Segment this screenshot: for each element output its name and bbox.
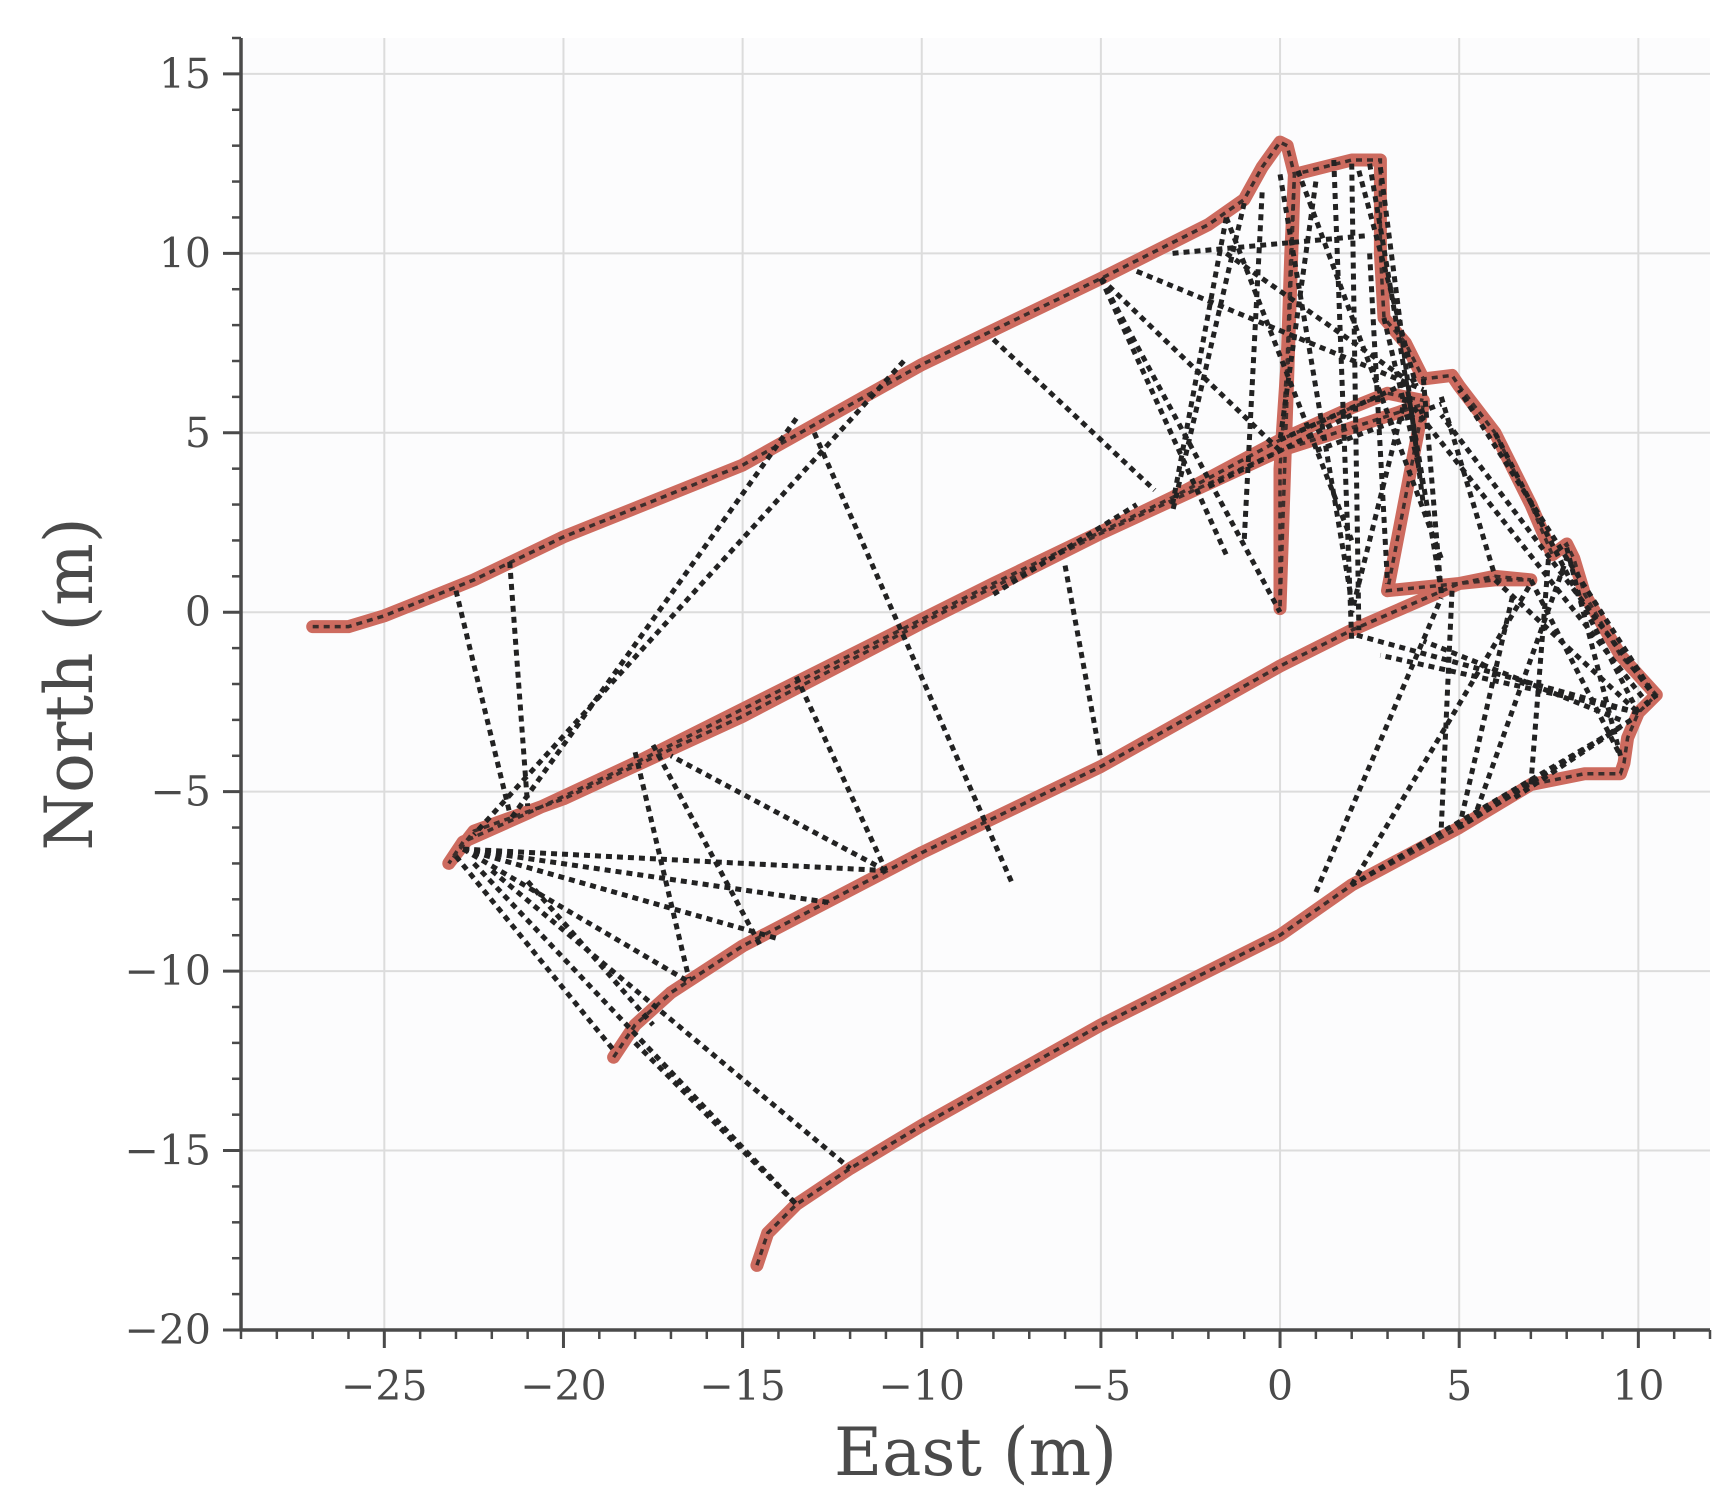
connection-line — [1099, 276, 1282, 453]
connection-line — [650, 743, 763, 948]
connection-line — [1241, 192, 1265, 541]
connection-line — [1474, 557, 1570, 811]
connection-line — [1349, 396, 1408, 613]
connection-lines — [453, 159, 1659, 1207]
connection-line — [1315, 401, 1443, 454]
x-tick-label: −5 — [1071, 1362, 1131, 1410]
connection-line — [633, 1041, 799, 1207]
trajectory-series — [306, 135, 1663, 1272]
connection-line — [454, 854, 616, 1052]
plot-background — [241, 38, 1710, 1330]
trajectory-estimate-line-2 — [447, 391, 1532, 1059]
connection-line — [472, 359, 906, 837]
x-tick-label: −20 — [520, 1362, 607, 1410]
x-tick-label: −25 — [341, 1362, 428, 1410]
connection-line — [490, 868, 852, 1171]
connection-line — [1279, 376, 1418, 443]
connection-line — [525, 879, 655, 1027]
connection-line — [1349, 582, 1534, 887]
connection-line — [632, 751, 692, 979]
connection-line — [811, 431, 1014, 883]
connection-line — [1422, 638, 1622, 723]
axes — [223, 36, 1712, 1348]
y-tick-label: −20 — [124, 1306, 211, 1354]
y-tick-label: −15 — [124, 1127, 211, 1175]
x-tick-label: 5 — [1446, 1362, 1472, 1410]
trajectory-estimate-line-1 — [312, 139, 1659, 1266]
connection-line — [1331, 159, 1355, 642]
x-tick-label: −10 — [878, 1362, 965, 1410]
connection-line — [1135, 268, 1425, 393]
connection-line — [991, 337, 1157, 493]
connection-line — [453, 590, 513, 814]
y-axis-label: North (m) — [31, 517, 108, 850]
connection-line — [1098, 277, 1283, 614]
connection-line — [1438, 396, 1498, 578]
connection-line — [1170, 216, 1229, 506]
connection-line — [1367, 253, 1391, 584]
connection-line — [1492, 431, 1641, 714]
y-tick-label: −5 — [151, 768, 211, 816]
connection-line — [1381, 317, 1426, 488]
connection-line — [1420, 378, 1444, 595]
y-tick-label: −10 — [124, 947, 211, 995]
y-tick-label: 5 — [185, 409, 211, 457]
connection-line — [462, 846, 833, 906]
connection-line — [1223, 216, 1355, 542]
connection-line — [1528, 554, 1552, 785]
x-tick-label: −15 — [699, 1362, 786, 1410]
connection-line — [1456, 593, 1516, 829]
connection-line — [1295, 169, 1444, 560]
connection-line — [507, 416, 799, 822]
y-tick-labels: −20 −15 −10 −5 0 5 10 15 — [124, 50, 211, 1354]
connection-line — [1356, 170, 1419, 387]
connection-line — [463, 846, 887, 874]
connection-line — [669, 753, 888, 873]
connection-line — [1379, 652, 1639, 716]
connection-line — [1224, 251, 1407, 381]
connection-line — [507, 561, 531, 807]
x-tick-label: 0 — [1267, 1362, 1293, 1410]
connection-line — [472, 861, 799, 1207]
connection-line — [794, 675, 889, 872]
connection-line — [1349, 163, 1362, 631]
connection-line — [1564, 546, 1623, 757]
y-tick-label: 10 — [159, 229, 211, 277]
connection-line — [1439, 413, 1659, 700]
connection-line — [1313, 596, 1444, 894]
y-tick-label: 0 — [185, 588, 211, 636]
connection-line — [1170, 202, 1247, 513]
y-tick-label: 15 — [159, 50, 211, 98]
connection-line — [1207, 412, 1353, 489]
x-axis-label: East (m) — [834, 1414, 1117, 1491]
x-tick-labels: −25 −20 −15 −10 −5 0 5 10 — [341, 1362, 1664, 1410]
x-tick-label: 10 — [1612, 1362, 1664, 1410]
connection-line — [1350, 735, 1604, 888]
